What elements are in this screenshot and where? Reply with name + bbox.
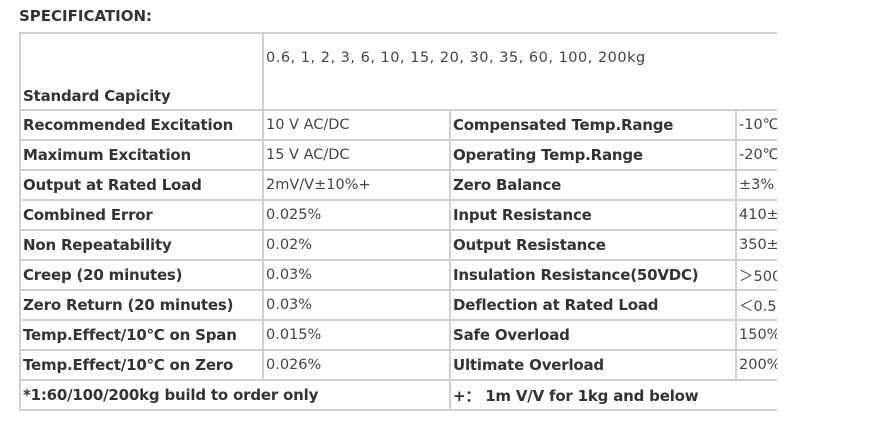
spec-value: -10℃ xyxy=(734,109,777,141)
spec-table: Standard Capicity 0.6, 1, 2, 3, 6, 10, 1… xyxy=(19,32,777,411)
table-row: Temp.Effect/10℃ on Zero 0.026% Ultimate Ov… xyxy=(19,349,777,381)
table-row: Standard Capicity 0.6, 1, 2, 3, 6, 10, 1… xyxy=(19,32,777,111)
spec-value: ＞500 xyxy=(734,259,777,291)
capacity-value: 0.6, 1, 2, 3, 6, 10, 15, 20, 30, 35, 60,… xyxy=(261,32,777,111)
spec-label: Output at Rated Load xyxy=(19,169,264,201)
footer-note-right: +： 1m V/V for 1kg and below xyxy=(448,379,777,411)
table-row: Maximum Excitation 15 V AC/DC Operating Te… xyxy=(19,139,777,171)
spec-label: Creep (20 minutes) xyxy=(19,259,264,291)
spec-value: 0.025% xyxy=(262,199,451,231)
spec-label: Combined Error xyxy=(19,199,264,231)
spec-label: Temp.Effect/10℃ on Span xyxy=(19,319,264,351)
spec-label: Compensated Temp.Range xyxy=(449,109,737,141)
spec-value: 150% xyxy=(734,319,777,351)
spec-value: 0.03% xyxy=(262,289,451,321)
spec-label: Ultimate Overload xyxy=(449,349,737,381)
spec-label: Non Repeatability xyxy=(19,229,264,261)
spec-table-container: Standard Capicity 0.6, 1, 2, 3, 6, 10, 1… xyxy=(19,32,777,420)
spec-label: Operating Temp.Range xyxy=(449,139,737,171)
spec-value: -20℃ xyxy=(734,139,777,171)
spec-label: Recommended Excitation xyxy=(19,109,264,141)
spec-value: 350± xyxy=(734,229,777,261)
spec-value: ±3% xyxy=(734,169,777,201)
spec-label: Output Resistance xyxy=(449,229,737,261)
spec-value: 15 V AC/DC xyxy=(262,139,451,171)
spec-label: Deflection at Rated Load xyxy=(449,289,737,321)
table-row: Combined Error 0.025% Input Resistance 410± xyxy=(19,199,777,231)
footer-note-left: *1:60/100/200kg build to order only xyxy=(19,379,451,411)
spec-value: 200% xyxy=(734,349,777,381)
table-row: Recommended Excitation 10 V AC/DC Compensa… xyxy=(19,109,777,141)
spec-value: 10 V AC/DC xyxy=(262,109,451,141)
spec-value: 0.026% xyxy=(262,349,451,381)
spec-value: 0.03% xyxy=(262,259,451,291)
spec-value: ＜0.5 xyxy=(734,289,777,321)
spec-value: 0.02% xyxy=(262,229,451,261)
footer-row: *1:60/100/200kg build to order only +： 1m… xyxy=(19,379,777,411)
spec-label: Maximum Excitation xyxy=(19,139,264,171)
spec-label: Zero Return (20 minutes) xyxy=(19,289,264,321)
spec-label: Zero Balance xyxy=(449,169,737,201)
spec-label: Input Resistance xyxy=(449,199,737,231)
table-row: Creep (20 minutes) 0.03% Insulation Resist… xyxy=(19,259,777,291)
spec-value: 0.015% xyxy=(262,319,451,351)
table-row: Zero Return (20 minutes) 0.03% Deflection … xyxy=(19,289,777,321)
table-row: Output at Rated Load 2mV/V±10%+ Zero Balan… xyxy=(19,169,777,201)
table-row: Temp.Effect/10℃ on Span 0.015% Safe Overlo… xyxy=(19,319,777,351)
spec-value: 2mV/V±10%+ xyxy=(262,169,451,201)
spec-value: 410± xyxy=(734,199,777,231)
capacity-label: Standard Capicity xyxy=(19,32,264,111)
spec-label: Temp.Effect/10℃ on Zero xyxy=(19,349,264,381)
section-title: SPECIFICATION: xyxy=(19,7,153,25)
spec-label: Insulation Resistance(50VDC) xyxy=(449,259,737,291)
spec-label: Safe Overload xyxy=(449,319,737,351)
table-row: Non Repeatability 0.02% Output Resistance 3… xyxy=(19,229,777,261)
